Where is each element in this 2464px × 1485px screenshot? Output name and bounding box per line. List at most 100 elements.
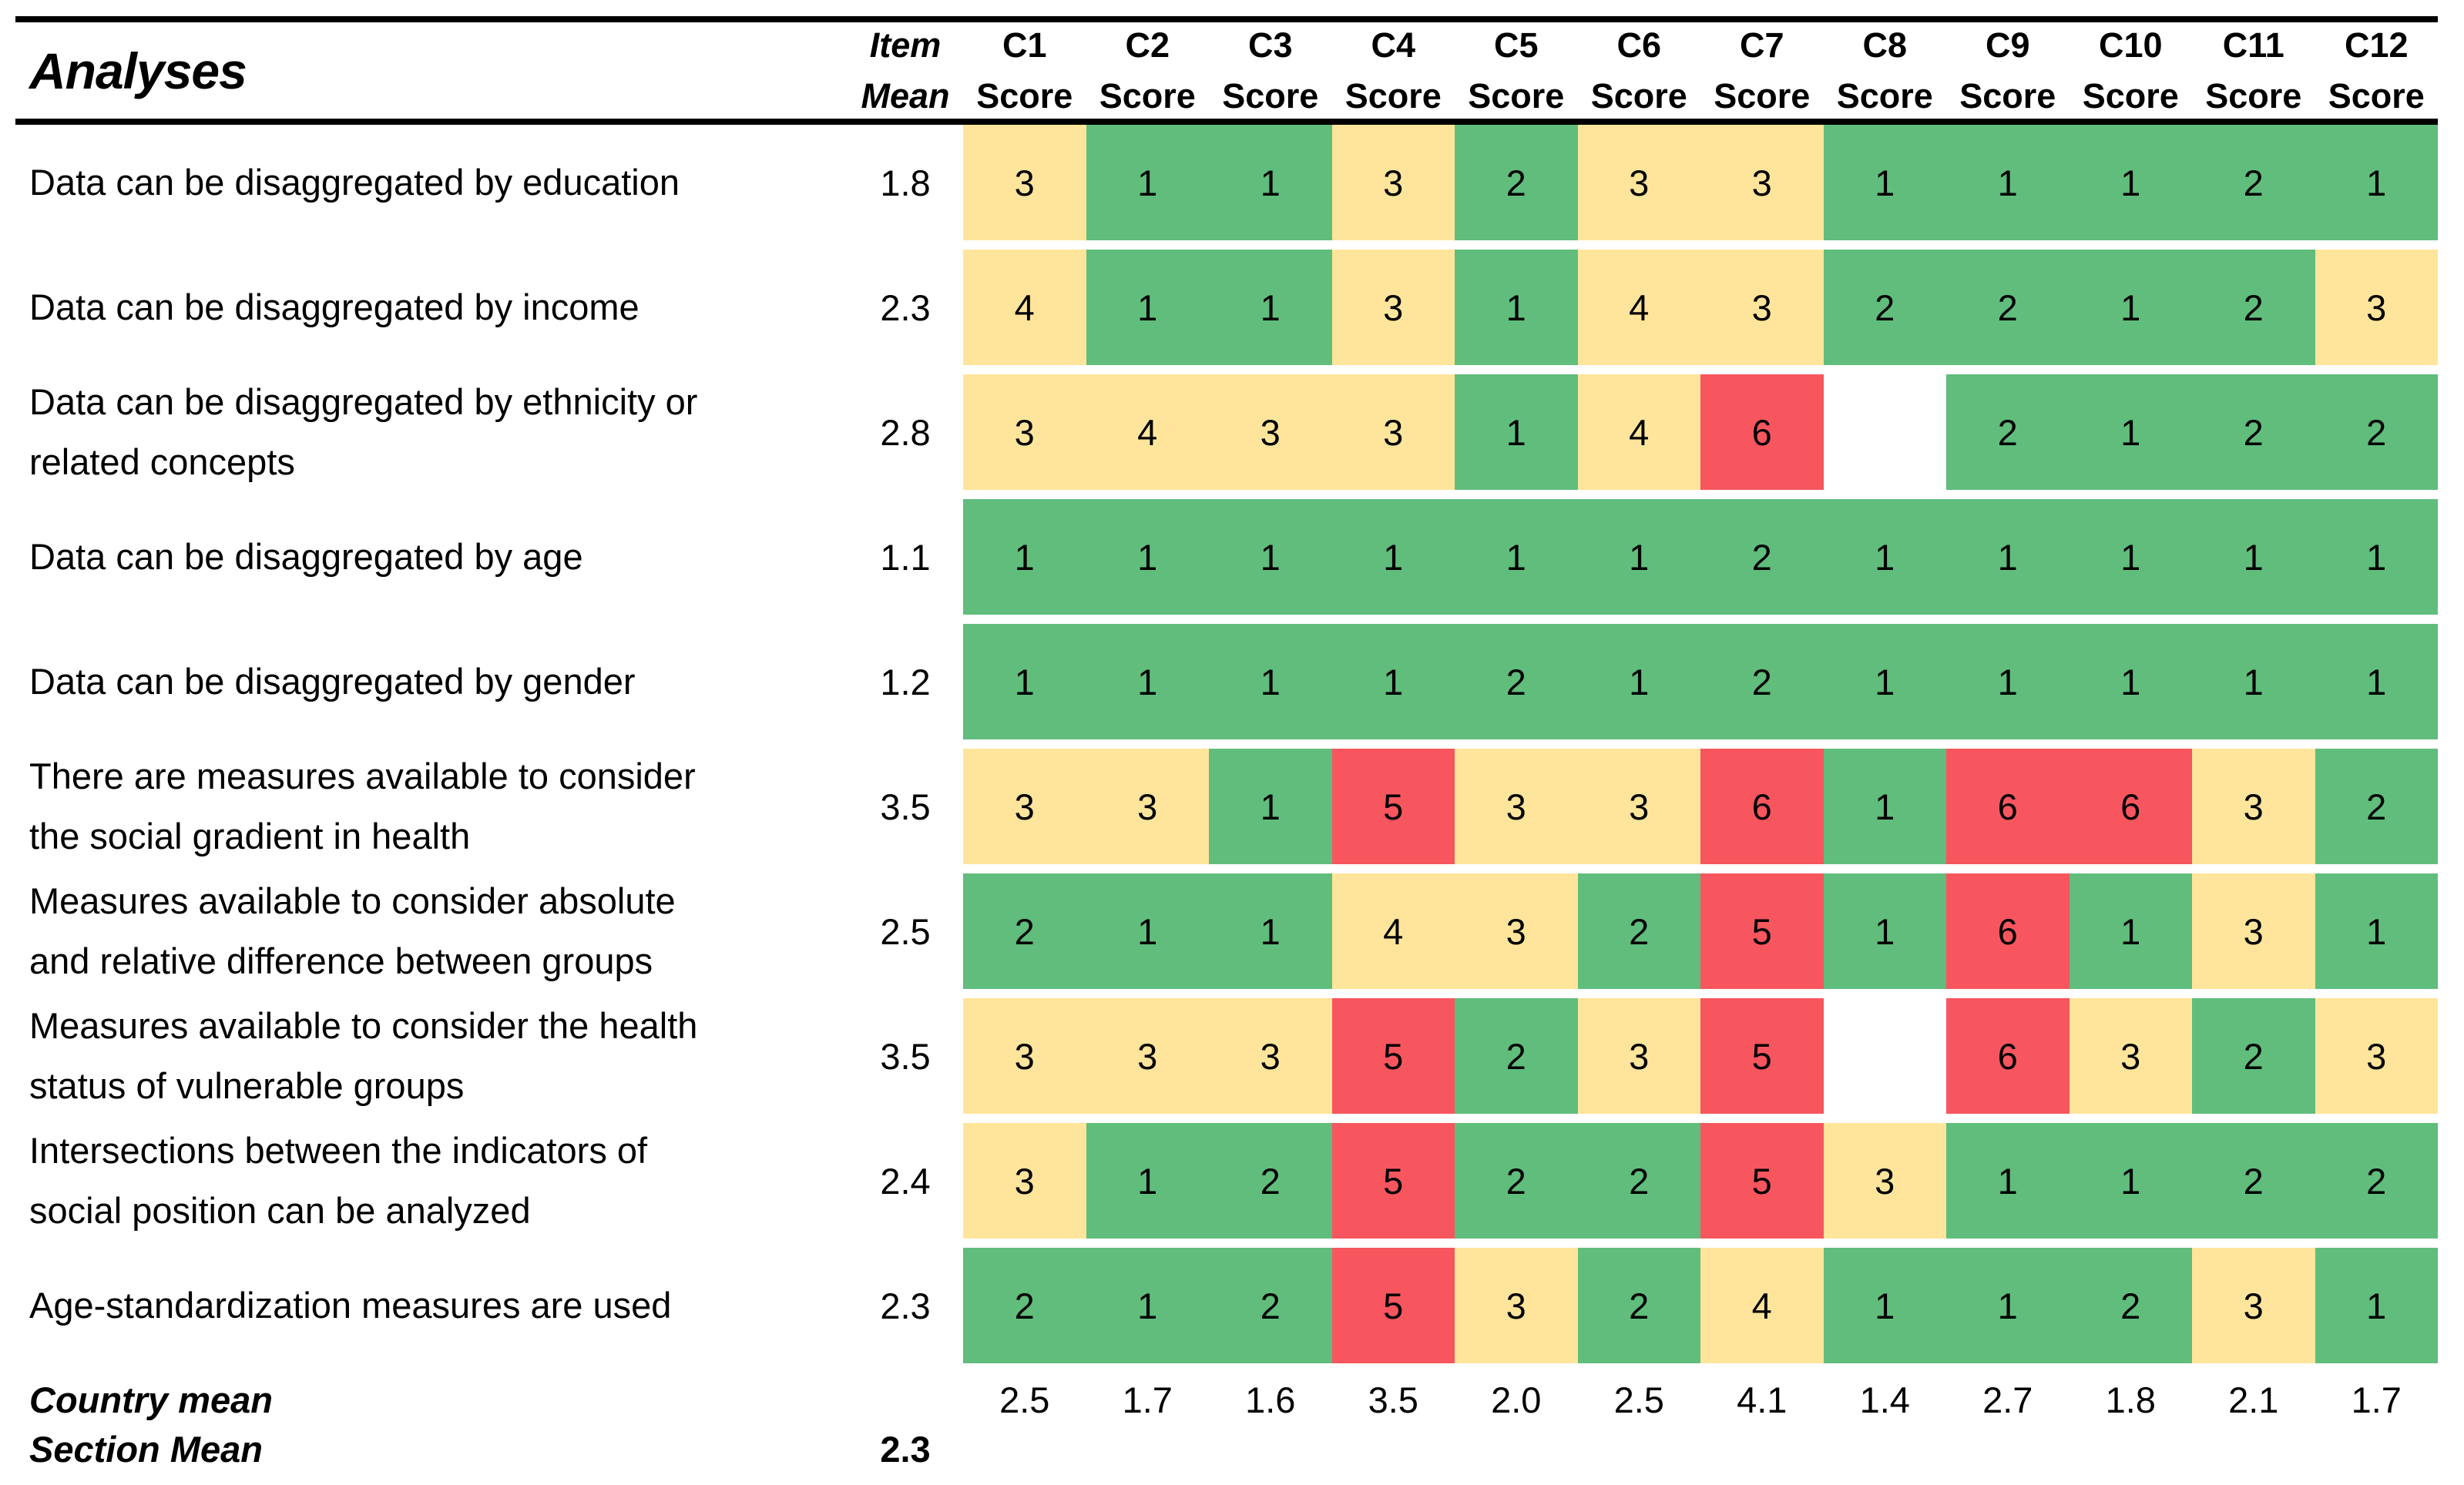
- table-header-row: Analyses Item Mean C1 Score C2 Score C3 Score…: [0, 22, 2464, 119]
- score-cell-c2: 1: [1086, 624, 1209, 739]
- score-cell-c6: 4: [1577, 250, 1700, 365]
- country-mean-value-c8: 1.4: [1859, 1379, 1910, 1420]
- score-cell-c5: 3: [1455, 749, 1578, 864]
- score-cell-c12: 1: [2315, 499, 2438, 615]
- score-cell-c3: 1: [1209, 499, 1332, 615]
- column-header-sublabel: Score: [1468, 75, 1565, 116]
- score-cell-c2: 3: [1086, 998, 1209, 1114]
- row-label-line: Data can be disaggregated by gender: [29, 660, 636, 702]
- country-mean-value-c11: 2.1: [2228, 1379, 2279, 1420]
- item-mean-value: 2.3: [880, 1285, 931, 1326]
- score-cell-c4: 5: [1331, 998, 1455, 1114]
- score-cell-c1: 1: [963, 624, 1086, 739]
- score-cell-c5: 1: [1455, 499, 1578, 615]
- column-header-sublabel: Score: [2328, 75, 2425, 116]
- score-cell-c4: 5: [1331, 749, 1455, 864]
- score-cell-c8: 1: [1823, 873, 1946, 989]
- country-mean-spacer: [848, 1373, 963, 1426]
- score-cell-c2: 1: [1086, 1248, 1209, 1363]
- score-cell-c8: 2: [1823, 250, 1946, 365]
- score-cell-c11: 2: [2192, 998, 2315, 1114]
- country-mean-value-c12: 1.7: [2351, 1379, 2402, 1420]
- column-header-c11: C11 Score: [2192, 22, 2315, 119]
- score-cell-c5: 1: [1455, 374, 1578, 490]
- score-cell-c4: 5: [1331, 1123, 1455, 1239]
- item-mean-header-line2: Mean: [861, 75, 950, 116]
- score-cell-c5: 2: [1455, 1123, 1578, 1239]
- row-label-line: Age-standardization measures are used: [29, 1284, 672, 1326]
- score-cell-c12: 1: [2315, 125, 2438, 240]
- column-header-sublabel: Score: [1959, 75, 2056, 116]
- score-cell-c7: 4: [1700, 1248, 1824, 1363]
- country-mean-values: 2.5 1.7 1.6 3.5 2.0 2.5 4.1 1.4 2.7 1.8 2.1 1.7: [963, 1373, 2438, 1426]
- row-label-line: There are measures available to consider: [29, 755, 696, 796]
- score-cell-c4: 5: [1331, 1248, 1455, 1363]
- score-cell-c10: 1: [2069, 624, 2192, 739]
- column-header-id: C5: [1493, 25, 1539, 65]
- country-mean-value-c10: 1.8: [2105, 1379, 2156, 1420]
- score-cell-c8: 1: [1823, 499, 1946, 615]
- row-label: Measures available to consider absolute a…: [0, 873, 848, 989]
- row-label-line: and relative difference between groups: [29, 940, 653, 981]
- score-cell-c11: 2: [2192, 125, 2315, 240]
- table-row: Age-standardization measures are used 2.3…: [0, 1248, 2464, 1363]
- score-cell-c2: 1: [1086, 499, 1209, 615]
- score-cell-c11: 3: [2192, 873, 2315, 989]
- score-cell-c10: 1: [2069, 499, 2192, 615]
- score-cell-c4: 3: [1331, 125, 1455, 240]
- score-cell-c9: 6: [1946, 998, 2070, 1114]
- score-cell-c1: 3: [963, 749, 1086, 864]
- score-cell-c3: 3: [1209, 998, 1332, 1114]
- score-cell-c10: 2: [2069, 1248, 2192, 1363]
- column-header-sublabel: Score: [1344, 75, 1442, 116]
- score-cell-c5: 2: [1455, 125, 1578, 240]
- score-cell-c9: 1: [1946, 624, 2070, 739]
- item-mean-header-line1: Item: [869, 25, 942, 65]
- country-mean-value-c6: 2.5: [1613, 1379, 1664, 1420]
- item-mean-value: 1.8: [880, 162, 931, 203]
- country-mean-value-c7: 4.1: [1737, 1379, 1788, 1420]
- score-cell-c9: 2: [1946, 374, 2070, 490]
- score-cell-c11: 1: [2192, 624, 2315, 739]
- score-cell-c4: 3: [1331, 250, 1455, 365]
- column-header-c4: C4 Score: [1332, 22, 1455, 119]
- score-cell-c10: 1: [2069, 250, 2192, 365]
- table-row: Data can be disaggregated by income 2.3 4 1…: [0, 250, 2464, 365]
- column-header-id: C6: [1616, 25, 1662, 65]
- score-cell-c5: 1: [1455, 250, 1578, 365]
- column-header-sublabel: Score: [1714, 75, 1811, 116]
- row-label-line: status of vulnerable groups: [29, 1065, 465, 1106]
- score-cell-c2: 1: [1086, 250, 1209, 365]
- row-label-line: Intersections between the indicators of: [29, 1129, 648, 1171]
- column-header-id: C11: [2222, 25, 2284, 65]
- table-row: Intersections between the indicators of s…: [0, 1123, 2464, 1239]
- row-label: Measures available to consider the healt…: [0, 998, 848, 1114]
- country-mean-value-c4: 3.5: [1368, 1379, 1418, 1420]
- score-cell-c6: 1: [1577, 624, 1700, 739]
- item-mean-value: 3.5: [880, 786, 931, 827]
- country-mean-value-c2: 1.7: [1122, 1379, 1173, 1420]
- score-cell-c6: 4: [1577, 374, 1700, 490]
- score-cell-c1: 3: [963, 125, 1086, 240]
- score-cell-c6: 3: [1577, 125, 1700, 240]
- table-row: Data can be disaggregated by age 1.1 1 1 1 1 1…: [0, 499, 2464, 615]
- column-header-sublabel: Score: [2205, 75, 2302, 116]
- table-row: Data can be disaggregated by gender 1.2 1 1…: [0, 624, 2464, 739]
- country-mean-value-c3: 1.6: [1245, 1379, 1296, 1420]
- column-header-id: C9: [1985, 25, 2030, 65]
- row-label-line: social position can be analyzed: [29, 1190, 531, 1231]
- column-header-id: C1: [1002, 25, 1047, 65]
- column-header-c12: C12 Score: [2315, 22, 2439, 119]
- country-mean-label: Country mean: [29, 1379, 273, 1420]
- score-cell-c2: 1: [1086, 1123, 1209, 1239]
- score-cell-c4: 1: [1331, 499, 1455, 615]
- row-label: Data can be disaggregated by income: [0, 250, 848, 365]
- score-cell-c1: 3: [963, 1123, 1086, 1239]
- row-label-line: Data can be disaggregated by ethnicity o…: [29, 380, 698, 422]
- score-cell-c10: 1: [2069, 1123, 2192, 1239]
